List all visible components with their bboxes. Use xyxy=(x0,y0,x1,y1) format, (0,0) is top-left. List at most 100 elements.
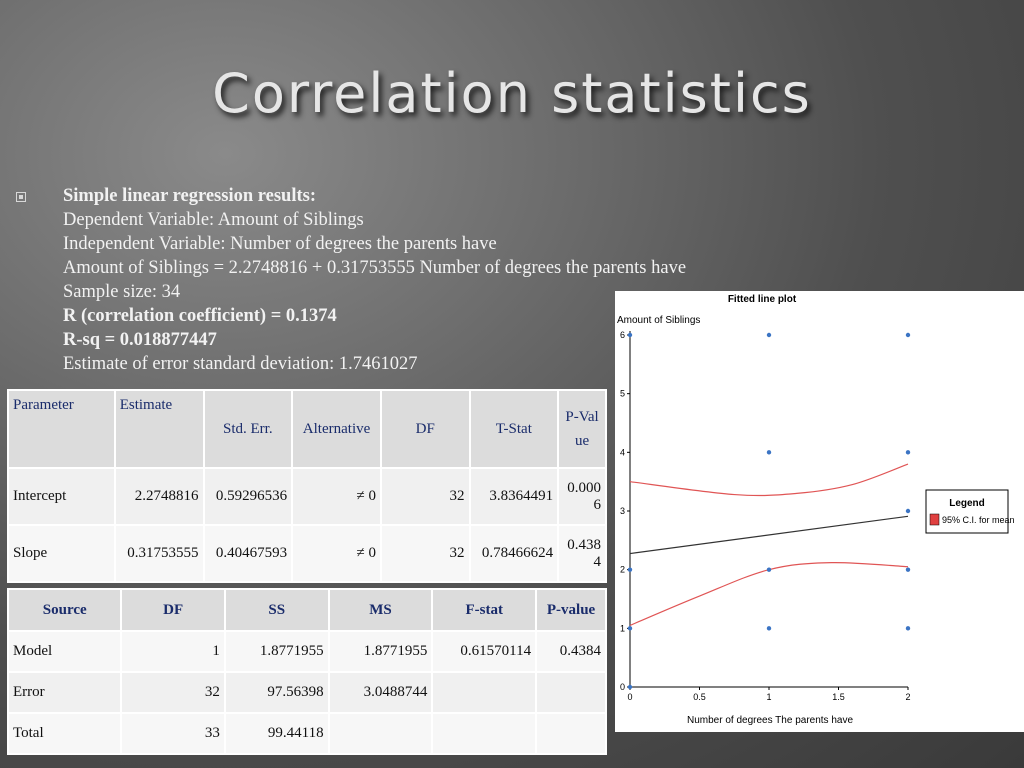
table-row: Slope 0.31753555 0.40467593 ≠ 0 32 0.784… xyxy=(7,524,607,583)
table-row: Total 33 99.44118 xyxy=(6,712,607,755)
chart-legend: Legend 95% C.I. for mean xyxy=(925,489,1015,534)
cell-ms: 1.8771955 xyxy=(327,630,434,673)
anova-table: Source DF SS MS F-stat P-value Model 1 1… xyxy=(6,588,607,755)
cell-f-stat: 0.61570114 xyxy=(431,630,538,673)
cell-estimate: 2.2748816 xyxy=(113,467,205,526)
cell-parameter: Slope xyxy=(7,524,116,583)
legend-entry: 95% C.I. for mean xyxy=(942,515,1015,525)
fit-line xyxy=(629,515,909,555)
sample-size: Sample size: 34 xyxy=(63,282,181,302)
summary-heading: Simple linear regression results: xyxy=(63,186,317,206)
parameter-table: Parameter Estimate Std. Err. Alternative… xyxy=(7,389,607,583)
cell-t-stat: 0.78466624 xyxy=(468,524,560,583)
header-t-stat: T-Stat xyxy=(468,389,560,469)
cell-f-stat xyxy=(431,712,538,755)
chart-marks xyxy=(627,332,911,690)
header-ms: MS xyxy=(327,588,434,632)
cell-ms xyxy=(327,712,434,755)
ci-upper-curve xyxy=(629,463,909,497)
y-tick-label: 3 xyxy=(620,506,625,516)
y-tick-label: 5 xyxy=(620,389,625,399)
cell-alternative: ≠ 0 xyxy=(291,467,382,526)
cell-df: 1 xyxy=(120,630,226,673)
x-tick-label: 1.5 xyxy=(832,692,845,702)
header-df: DF xyxy=(380,389,471,469)
anova-header-row: Source DF SS MS F-stat P-value xyxy=(6,588,607,632)
data-point xyxy=(766,567,772,572)
data-point xyxy=(766,626,772,631)
cell-ss: 99.44118 xyxy=(223,712,330,755)
y-tick-label: 2 xyxy=(620,565,625,575)
header-p-value: P-value xyxy=(535,588,607,632)
data-point xyxy=(905,508,911,514)
cell-p-value xyxy=(535,712,607,755)
table-row: Error 32 97.56398 3.0488744 xyxy=(6,671,607,714)
y-axis-label: Amount of Siblings xyxy=(617,315,700,326)
cell-source: Error xyxy=(6,671,123,714)
dependent-variable: Dependent Variable: Amount of Siblings xyxy=(63,210,364,230)
x-tick-label: 2 xyxy=(905,692,910,702)
data-point xyxy=(905,626,911,631)
regression-summary: Simple linear regression results: Depend… xyxy=(63,184,686,376)
cell-t-stat: 3.8364491 xyxy=(468,467,560,526)
regression-equation: Amount of Siblings = 2.2748816 + 0.31753… xyxy=(63,258,687,278)
header-parameter: Parameter xyxy=(7,389,116,469)
correlation-coefficient: R (correlation coefficient) = 0.1374 xyxy=(63,306,337,326)
y-tick-label: 0 xyxy=(620,682,625,692)
cell-p-value: 0.0006 xyxy=(557,467,607,526)
cell-ss: 97.56398 xyxy=(223,671,330,714)
slide-title: Correlation statistics xyxy=(212,62,812,125)
data-point xyxy=(766,450,772,455)
data-point xyxy=(627,684,633,690)
cell-ss: 1.8771955 xyxy=(223,630,330,673)
parameter-header-row: Parameter Estimate Std. Err. Alternative… xyxy=(7,389,607,469)
x-tick-label: 1 xyxy=(766,692,771,702)
header-df: DF xyxy=(120,588,226,632)
chart-axes: 0 0.5 1 1.5 2 0 1 2 3 4 5 6 xyxy=(620,330,911,702)
data-point xyxy=(627,626,633,631)
header-source: Source xyxy=(6,588,123,632)
chart-title: Fitted line plot xyxy=(728,294,797,305)
legend-swatch xyxy=(929,513,940,526)
data-point xyxy=(905,450,911,455)
cell-p-value: 0.4384 xyxy=(557,524,607,583)
bullet-icon xyxy=(16,192,26,202)
data-point xyxy=(905,567,911,572)
x-tick-label: 0 xyxy=(627,692,632,702)
header-std-err: Std. Err. xyxy=(202,389,294,469)
r-squared: R-sq = 0.018877447 xyxy=(63,330,217,350)
cell-df: 32 xyxy=(380,524,471,583)
y-tick-label: 1 xyxy=(620,623,625,633)
y-tick-label: 6 xyxy=(620,330,625,340)
error-std-dev: Estimate of error standard deviation: 1.… xyxy=(63,354,418,374)
data-point xyxy=(766,332,772,338)
header-f-stat: F-stat xyxy=(431,588,538,632)
fitted-line-plot: Fitted line plot Amount of Siblings Numb… xyxy=(615,291,1024,732)
data-point xyxy=(627,567,633,572)
cell-p-value xyxy=(535,671,607,714)
cell-parameter: Intercept xyxy=(7,467,116,526)
x-axis-label: Number of degrees The parents have xyxy=(687,715,853,726)
x-tick-label: 0.5 xyxy=(693,692,706,702)
header-ss: SS xyxy=(223,588,330,632)
cell-source: Model xyxy=(6,630,123,673)
cell-alternative: ≠ 0 xyxy=(291,524,382,583)
y-tick-label: 4 xyxy=(620,447,625,457)
table-row: Model 1 1.8771955 1.8771955 0.61570114 0… xyxy=(6,630,607,673)
header-estimate: Estimate xyxy=(113,389,205,469)
cell-p-value: 0.4384 xyxy=(535,630,607,673)
ci-lower-curve xyxy=(629,562,909,626)
cell-estimate: 0.31753555 xyxy=(113,524,205,583)
header-p-value: P-Value xyxy=(557,389,607,469)
header-alternative: Alternative xyxy=(291,389,382,469)
cell-std-err: 0.40467593 xyxy=(202,524,294,583)
cell-df: 33 xyxy=(120,712,226,755)
cell-df: 32 xyxy=(120,671,226,714)
table-row: Intercept 2.2748816 0.59296536 ≠ 0 32 3.… xyxy=(7,467,607,526)
chart-svg: Fitted line plot Amount of Siblings Numb… xyxy=(617,294,1015,726)
data-point xyxy=(905,332,911,338)
independent-variable: Independent Variable: Number of degrees … xyxy=(63,234,497,254)
legend-title: Legend xyxy=(949,498,985,509)
cell-source: Total xyxy=(6,712,123,755)
cell-df: 32 xyxy=(380,467,471,526)
